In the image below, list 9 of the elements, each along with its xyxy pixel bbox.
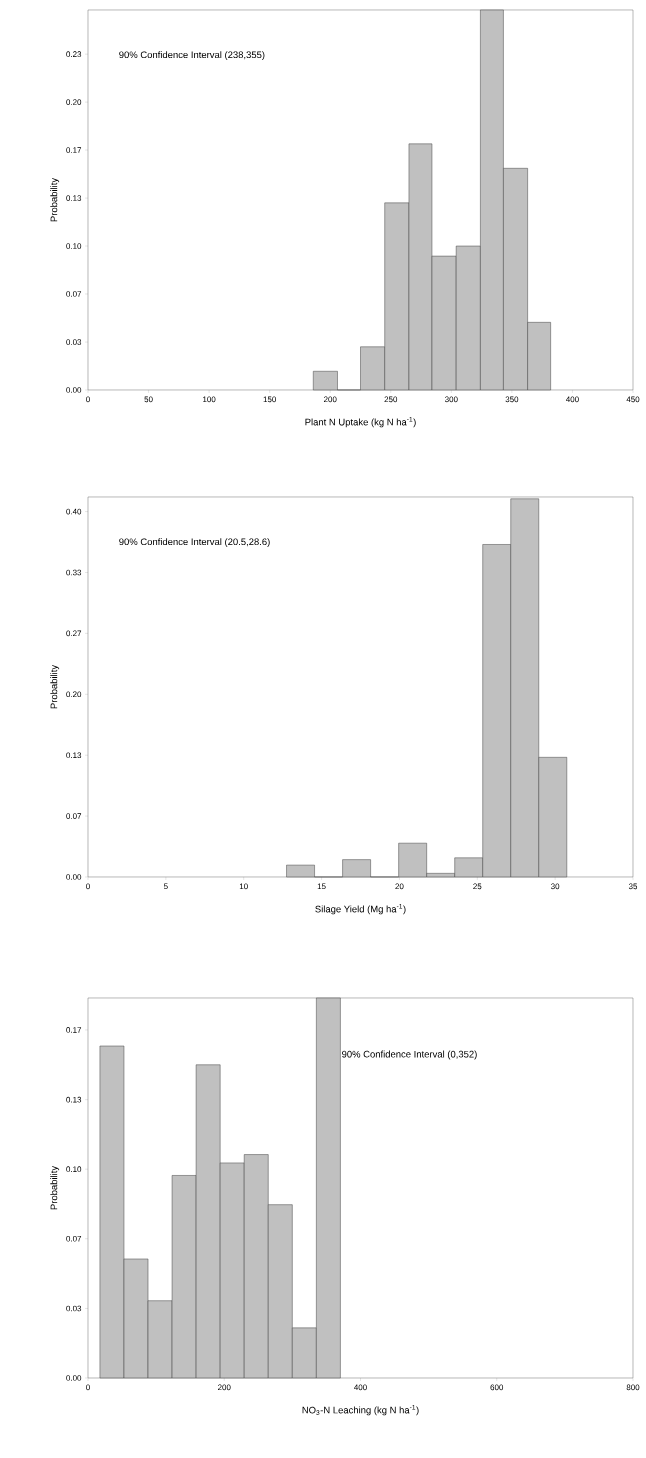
- x-axis-title: NO$_{3}$-N Leaching (kg N ha$^{-1}$): [302, 1404, 419, 1416]
- x-axis-title: Silage Yield (Mg ha$^{-1}$): [315, 903, 406, 915]
- x-axis-title: Plant N Uptake (kg N ha$^{-1}$): [305, 416, 416, 428]
- y-axis-title: Probability: [50, 664, 60, 709]
- y-axis-title: Probability: [50, 177, 60, 222]
- annotation: 90% Confidence Interval (20.5,28.6): [119, 538, 270, 547]
- annotation: 90% Confidence Interval (0,352): [342, 1050, 477, 1060]
- y-axis-title: Probability: [50, 1165, 60, 1210]
- annotation: 90% Confidence Interval (238,355): [119, 51, 265, 60]
